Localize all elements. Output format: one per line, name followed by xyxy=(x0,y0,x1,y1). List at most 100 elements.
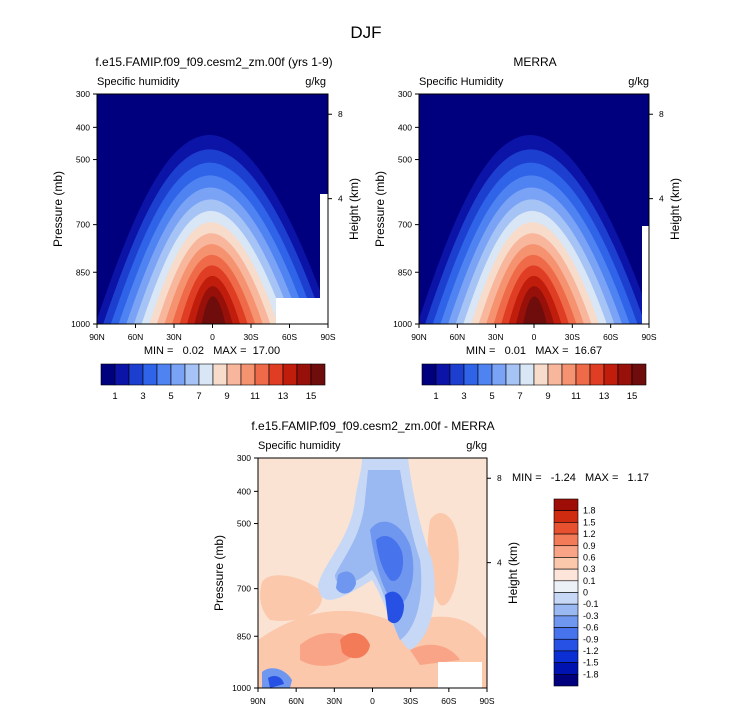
panel-merra-x-tick-label: 60N xyxy=(450,332,466,342)
panel-diff-colorbar-box xyxy=(553,533,579,547)
panel-diff-colorbar-label: 0.9 xyxy=(583,541,596,551)
panel-cesm-y-tick-label: 500 xyxy=(76,155,90,165)
panel-cesm-x-tick-label: 0 xyxy=(210,332,215,342)
panel-diff-colorbar-box xyxy=(553,592,579,605)
panel-cesm-colorbar: 1 3 5 7 9 11 13 15 xyxy=(100,363,326,402)
panel-cesm-colorbar-box xyxy=(296,363,312,386)
panel-cesm-colorbar-box xyxy=(142,363,158,386)
panel-merra-colorbar-box xyxy=(561,363,577,386)
panel-diff-title: f.e15.FAMIP.f09_f09.cesm2_zm.00f - MERRA xyxy=(251,419,494,433)
panel-diff-contour-region xyxy=(258,610,487,688)
panel-cesm-y-tick-label: 1000 xyxy=(71,319,90,329)
panel-merra-colorbar-label: 9 xyxy=(545,391,550,402)
panel-diff-x-tick-label: 30S xyxy=(403,696,418,706)
panel-diff-y-tick-label: 1000 xyxy=(232,683,251,693)
panel-merra-colorbar-label: 15 xyxy=(627,391,638,402)
panel-cesm-title: f.e15.FAMIP.f09_f09.cesm2_zm.00f (yrs 1-… xyxy=(95,55,332,69)
panel-cesm-colorbar-label: 9 xyxy=(224,391,229,402)
panel-cesm-contour-level xyxy=(201,296,226,324)
panel-diff-y2-tick-label: 4 xyxy=(497,558,502,568)
panel-merra-y-tick-label: 400 xyxy=(398,122,412,132)
panel-merra-title: MERRA xyxy=(513,55,556,69)
panel-diff-contour-region xyxy=(385,591,404,624)
panel-merra-colorbar-label: 11 xyxy=(571,391,581,402)
panel-cesm-y2label: Height (km) xyxy=(347,178,361,240)
panel-diff-colorbar-label: 0 xyxy=(583,588,588,598)
panel-diff-colorbar-label: -1.8 xyxy=(583,669,599,679)
panel-diff-contour-region xyxy=(260,575,322,621)
panel-diff-colorbar-box xyxy=(553,650,579,663)
panel-merra-colorbar-box xyxy=(421,363,437,386)
panel-cesm-y2-tick-label: 4 xyxy=(338,194,343,204)
panel-cesm-y2-tick-label: 8 xyxy=(338,109,343,119)
panel-diff-x-tick-label: 90N xyxy=(250,696,266,706)
panel-merra-colorbar-box xyxy=(589,363,605,386)
panel-cesm-y-tick-label: 700 xyxy=(76,220,90,230)
panel-diff-x-tick-label: 0 xyxy=(370,696,375,706)
panel-merra-x-tick-label: 90S xyxy=(641,332,656,342)
panel-cesm-colorbar-box xyxy=(170,363,186,386)
panel-diff-colorbar-label: -0.3 xyxy=(583,611,599,621)
panel-cesm-colorbar-box xyxy=(100,363,116,386)
panel-merra-colorbar-label: 13 xyxy=(599,391,610,402)
panel-merra-colorbar-box xyxy=(519,363,535,386)
panel-cesm-colorbar-box xyxy=(226,363,242,386)
panel-merra-y-tick-label: 500 xyxy=(398,155,412,165)
panel-cesm-colorbar-label: 5 xyxy=(168,391,173,402)
panel-diff-colorbar-box xyxy=(553,545,579,558)
panel-merra-contour-level xyxy=(523,296,547,324)
panel-cesm-colorbar-label: 7 xyxy=(196,391,201,402)
panel-diff-colorbar-label: -0.1 xyxy=(583,599,599,609)
panel-cesm-colorbar-label: 1 xyxy=(112,391,117,402)
panel-cesm-colorbar-box xyxy=(268,363,284,386)
panel-cesm-field-label: Specific humidity xyxy=(97,76,180,88)
panel-diff-x-tick-label: 90S xyxy=(479,696,494,706)
panel-merra-colorbar: 1 3 5 7 9 11 13 15 xyxy=(421,363,647,402)
panel-cesm-colorbar-label: 11 xyxy=(250,391,260,402)
panel-diff-field xyxy=(258,458,487,688)
panel-cesm-y-tick-label: 300 xyxy=(76,89,90,99)
panel-diff-y-tick-label: 850 xyxy=(237,631,251,641)
panel-diff-colorbar-box xyxy=(553,498,579,511)
panel-cesm-colorbar-box xyxy=(128,363,144,386)
panel-cesm-colorbar-box xyxy=(212,363,228,386)
panel-diff-ylabel: Pressure (mb) xyxy=(212,535,226,611)
panel-diff-colorbar-box xyxy=(553,638,579,652)
panel-merra-axes: 90N 60N 30N 0 30S 60S 90S 300 400 500 700 850 1000 8 4… xyxy=(373,89,682,342)
panel-diff-colorbar-box xyxy=(553,662,579,675)
panel-diff-colorbar-box xyxy=(553,615,579,628)
panel-diff-colorbar-box xyxy=(553,557,579,570)
panel-diff-y-tick-label: 700 xyxy=(237,584,251,594)
panel-diff-field-label: Specific humidity xyxy=(258,440,341,452)
panel-cesm-x-tick-label: 30S xyxy=(243,332,258,342)
panel-merra-missing-edge xyxy=(642,226,649,324)
panel-cesm-field xyxy=(97,94,328,324)
panel-cesm-colorbar-box xyxy=(240,363,256,386)
panel-merra-colorbar-box xyxy=(449,363,465,386)
panel-cesm-colorbar-box xyxy=(184,363,200,386)
panel-diff-colorbar: 1.81.5 1.2 0.90.6 0.3 0.1 0-0.1 -0.3 -0.6-0.9 -1… xyxy=(553,498,599,687)
panel-merra-colorbar-box xyxy=(477,363,493,386)
panel-merra-y-tick-label: 700 xyxy=(398,220,412,230)
panel-merra-colorbar-box xyxy=(505,363,521,386)
panel-diff-colorbar-label: 1.5 xyxy=(583,517,596,527)
panel-cesm-ylabel: Pressure (mb) xyxy=(51,171,65,247)
panel-merra-colorbar-box xyxy=(575,363,591,386)
panel-cesm: f.e15.FAMIP.f09_f09.cesm2_zm.00f (yrs 1-… xyxy=(51,55,361,402)
panel-merra-units: g/kg xyxy=(628,76,649,88)
panel-diff-y2-tick-label: 8 xyxy=(497,473,502,483)
panel-diff-colorbar-label: 1.2 xyxy=(583,529,596,539)
panel-merra-x-tick-label: 0 xyxy=(532,332,537,342)
panel-diff-colorbar-box xyxy=(553,674,579,687)
panel-merra-y2-tick-label: 4 xyxy=(659,194,664,204)
panel-cesm-y-tick-label: 400 xyxy=(76,122,90,132)
panel-diff-stats: MIN = -1.24 MAX = 1.17 xyxy=(512,472,649,484)
panel-diff-contour-region xyxy=(340,632,370,659)
panel-merra-x-tick-label: 90N xyxy=(411,332,427,342)
panel-diff-contour-region xyxy=(410,644,460,665)
panel-diff-colorbar-label: 0.3 xyxy=(583,564,596,574)
panel-diff-colorbar-box xyxy=(553,522,579,535)
panel-merra-y-tick-label: 850 xyxy=(398,267,412,277)
panel-diff-colorbar-box xyxy=(553,568,579,582)
